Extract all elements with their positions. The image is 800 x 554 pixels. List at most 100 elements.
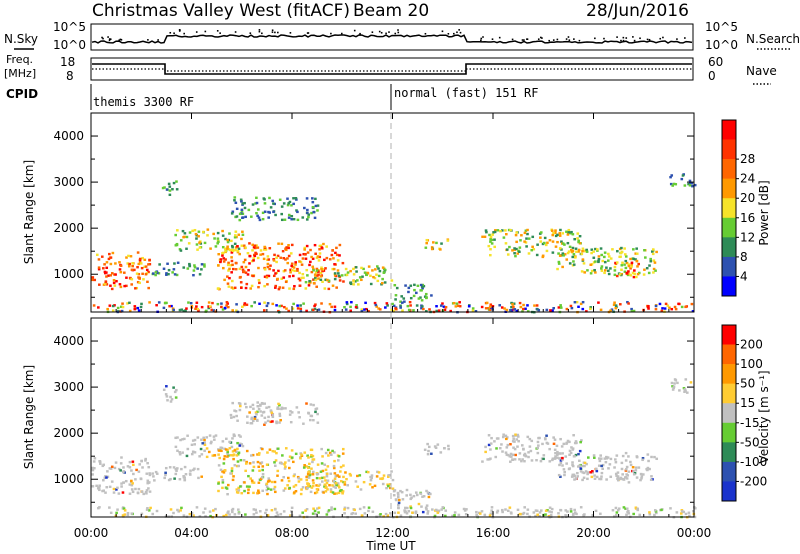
heatmap-cell: [249, 477, 253, 480]
heatmap-cell: [605, 266, 608, 269]
heatmap-cell: [314, 204, 318, 208]
heatmap-cell: [417, 502, 421, 506]
heatmap-cell: [325, 256, 329, 260]
heatmap-cell: [265, 508, 268, 512]
heatmap-cell: [152, 475, 155, 478]
heatmap-cell: [426, 512, 430, 515]
heatmap-cell: [283, 218, 287, 221]
heatmap-cell: [276, 447, 280, 450]
heatmap-cell: [524, 455, 528, 458]
heatmap-cell: [424, 246, 428, 249]
heatmap-cell: [245, 449, 249, 453]
heatmap-cell: [527, 451, 530, 454]
heatmap-cell: [223, 278, 226, 282]
heatmap-cell: [282, 202, 286, 205]
heatmap-cell: [280, 277, 284, 280]
heatmap-cell: [317, 506, 321, 510]
heatmap-cell: [127, 265, 131, 268]
heatmap-cell: [592, 250, 595, 253]
heatmap-cell: [111, 309, 115, 312]
heatmap-cell: [123, 513, 127, 516]
heatmap-cell: [332, 479, 336, 483]
heatmap-cell: [341, 452, 345, 455]
heatmap-cell: [303, 248, 306, 251]
heatmap-cell: [572, 263, 576, 266]
heatmap-cell: [568, 245, 572, 249]
heatmap-cell: [520, 234, 523, 237]
heatmap-cell: [289, 268, 292, 272]
heatmap-cell: [146, 479, 150, 482]
heatmap-cell: [379, 513, 382, 516]
heatmap-cell: [280, 218, 284, 222]
heatmap-cell: [596, 249, 599, 252]
heatmap-cell: [627, 470, 631, 473]
heatmap-cell: [415, 291, 418, 295]
heatmap-cell: [557, 252, 560, 255]
heatmap-cell: [291, 307, 295, 310]
heatmap-cell: [528, 445, 532, 448]
heatmap-cell: [283, 305, 286, 309]
heatmap-cell: [221, 486, 224, 490]
heatmap-cell: [195, 234, 199, 237]
heatmap-cell: [629, 274, 633, 277]
heatmap-cell: [244, 265, 248, 269]
heatmap-cell: [244, 246, 247, 249]
heatmap-cell: [683, 184, 687, 187]
heatmap-cell: [223, 306, 227, 310]
heatmap-cell: [337, 491, 341, 495]
heatmap-cell: [110, 272, 114, 275]
heatmap-cell: [237, 247, 241, 250]
heatmap-cell: [235, 207, 239, 211]
heatmap-cell: [332, 267, 336, 271]
heatmap-cell: [514, 254, 517, 258]
heatmap-cell: [349, 281, 353, 284]
heatmap-cell: [241, 216, 245, 219]
heatmap-cell: [394, 307, 397, 310]
heatmap-cell: [337, 459, 340, 462]
heatmap-cell: [263, 268, 267, 271]
heatmap-cell: [609, 475, 613, 478]
heatmap-cell: [458, 301, 461, 304]
heatmap-cell: [574, 511, 577, 514]
heatmap-cell: [163, 186, 166, 189]
heatmap-cell: [551, 240, 555, 243]
heatmap-cell: [614, 461, 618, 464]
heatmap-cell: [616, 477, 619, 480]
heatmap-cell: [113, 466, 117, 470]
heatmap-cell: [608, 463, 612, 466]
heatmap-cell: [97, 306, 100, 309]
colorbar-swatch: [722, 198, 736, 219]
heatmap-cell: [350, 300, 353, 304]
heatmap-cell: [589, 306, 593, 309]
heatmap-cell: [333, 272, 337, 275]
nsearch-point: [684, 37, 686, 39]
heatmap-cell: [369, 274, 372, 278]
heatmap-cell: [264, 248, 268, 251]
heatmap-cell: [400, 295, 404, 298]
heatmap-cell: [128, 262, 131, 266]
heatmap-cell: [294, 261, 297, 264]
heatmap-cell: [119, 285, 123, 289]
heatmap-cell: [572, 455, 576, 458]
heatmap-cell: [278, 286, 282, 289]
heatmap-cell: [443, 447, 446, 450]
heatmap-cell: [268, 247, 272, 250]
heatmap-cell: [360, 514, 364, 517]
heatmap-cell: [581, 471, 585, 474]
heatmap-cell: [333, 263, 336, 266]
heatmap-cell: [240, 209, 244, 213]
heatmap-cell: [291, 274, 295, 278]
heatmap-cell: [598, 459, 602, 463]
cpid-segment-1: themis 3300 RF: [93, 95, 194, 109]
heatmap-cell: [234, 234, 237, 237]
heatmap-cell: [316, 473, 319, 476]
heatmap-cell: [298, 416, 301, 419]
heatmap-cell: [534, 514, 537, 518]
heatmap-cell: [647, 459, 650, 463]
heatmap-cell: [143, 265, 146, 268]
heatmap-cell: [296, 307, 300, 310]
heatmap-cell: [103, 263, 106, 266]
heatmap-cell: [239, 281, 243, 284]
heatmap-cell: [251, 249, 254, 252]
